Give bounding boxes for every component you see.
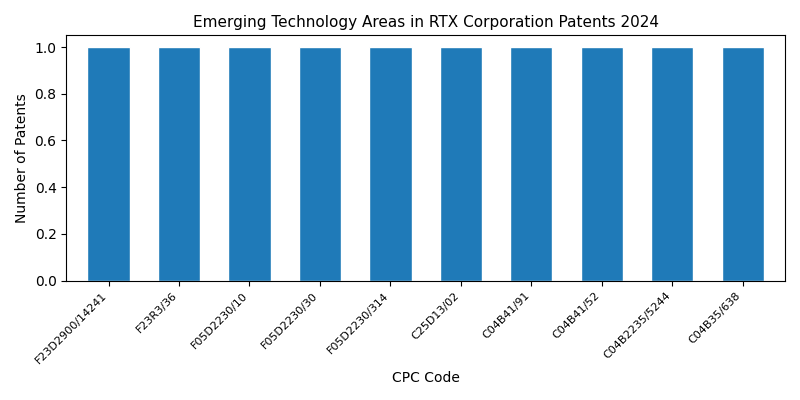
Bar — [651, 47, 694, 280]
X-axis label: CPC Code: CPC Code — [392, 371, 459, 385]
Bar — [370, 47, 411, 280]
Bar — [510, 47, 553, 280]
Bar — [440, 47, 482, 280]
Y-axis label: Number of Patents: Number of Patents — [15, 93, 29, 223]
Bar — [299, 47, 341, 280]
Bar — [581, 47, 623, 280]
Title: Emerging Technology Areas in RTX Corporation Patents 2024: Emerging Technology Areas in RTX Corpora… — [193, 15, 658, 30]
Bar — [87, 47, 130, 280]
Bar — [722, 47, 764, 280]
Bar — [158, 47, 200, 280]
Bar — [228, 47, 270, 280]
